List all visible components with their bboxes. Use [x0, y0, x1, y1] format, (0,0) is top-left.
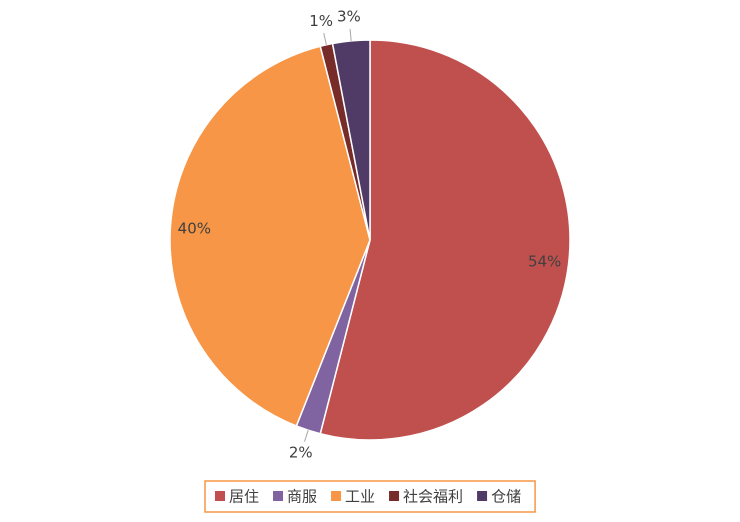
data-label: 40% [178, 219, 211, 237]
legend-label: 居住 [229, 488, 259, 506]
leader-line [323, 32, 327, 45]
pie-slice [331, 39, 371, 241]
legend-swatch [389, 491, 400, 501]
legend-label: 工业 [345, 488, 375, 506]
data-label: 54% [528, 253, 561, 271]
legend: 居住 商服 工业 社会福利 仓储 [204, 480, 536, 513]
data-label: 3% [337, 7, 361, 25]
pie-slice [319, 39, 571, 441]
legend-label: 商服 [287, 488, 317, 506]
legend-swatch [331, 491, 342, 501]
legend-label: 社会福利 [403, 488, 463, 506]
legend-label: 仓储 [491, 488, 521, 506]
pie-slice [169, 45, 371, 427]
legend-swatch [215, 491, 225, 501]
leader-line [349, 28, 352, 41]
legend-swatch [273, 491, 284, 501]
legend-swatch [477, 491, 488, 501]
data-label: 2% [289, 444, 313, 462]
data-label: 1% [309, 12, 333, 30]
leader-line [304, 430, 309, 442]
